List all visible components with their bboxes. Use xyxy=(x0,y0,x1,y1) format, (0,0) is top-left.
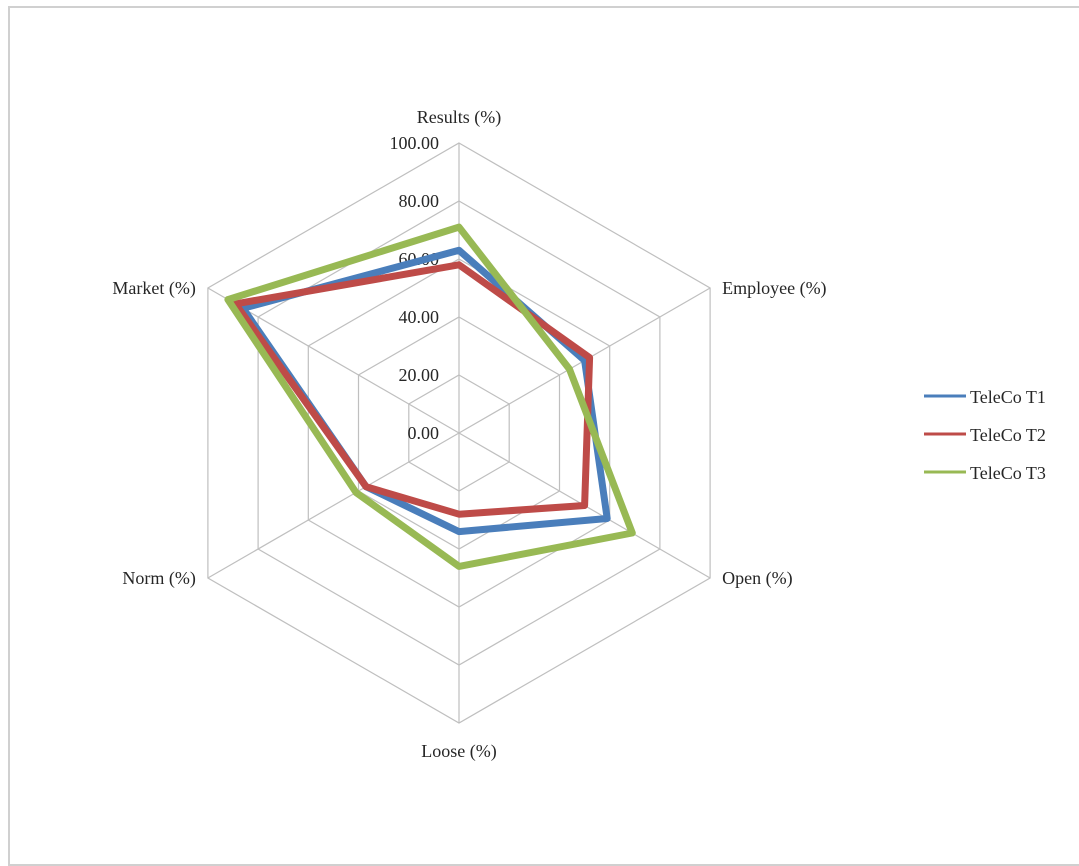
series-line xyxy=(232,261,594,518)
series-line xyxy=(224,223,636,570)
axis-spoke xyxy=(207,432,460,579)
axis-label: Employee (%) xyxy=(722,278,826,299)
axis-label: Results (%) xyxy=(417,107,502,128)
tick-label: 80.00 xyxy=(399,191,440,211)
series-layer xyxy=(224,223,636,570)
chart-frame xyxy=(8,6,1079,866)
axis-label: Loose (%) xyxy=(421,741,496,762)
tick-label: 40.00 xyxy=(399,307,440,327)
axis-label: Market (%) xyxy=(112,278,195,299)
tick-label: 100.00 xyxy=(390,133,440,153)
series-line xyxy=(239,246,611,536)
legend-label: TeleCo T3 xyxy=(970,463,1046,483)
tick-label: 20.00 xyxy=(399,365,440,385)
legend-label: TeleCo T2 xyxy=(970,425,1046,445)
legend: TeleCo T1 TeleCo T2 TeleCo T3 xyxy=(924,387,1046,483)
axis-label: Open (%) xyxy=(722,568,792,589)
axis-labels: Results (%) Employee (%) Open (%) Loose (%)… xyxy=(112,107,826,762)
legend-label: TeleCo T1 xyxy=(970,387,1046,407)
tick-label: 0.00 xyxy=(408,423,440,443)
axis-label: Norm (%) xyxy=(122,568,195,589)
